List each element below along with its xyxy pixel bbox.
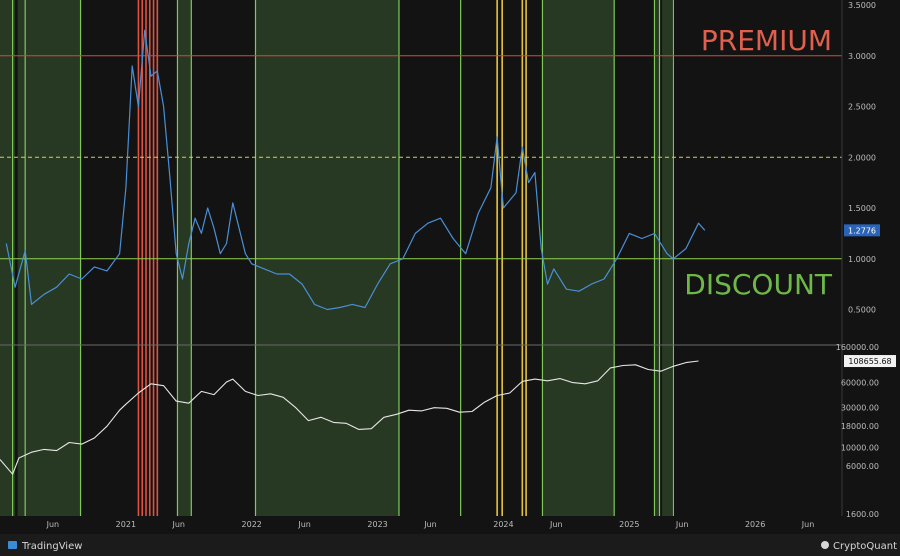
- top-y-tick-1: 3.0000: [848, 52, 876, 61]
- x-tick-5: 2023: [367, 520, 387, 529]
- x-axis-ticks: Jun 2021 Jun 2022 Jun 2023 Jun 2024 Jun 2025 Jun 20…: [46, 520, 815, 529]
- bottom-y-tick-2: 30000.00: [841, 404, 879, 413]
- premium-label: PREMIUM: [701, 24, 832, 57]
- premium-last-badge: [844, 224, 880, 237]
- x-tick-6: Jun: [423, 520, 437, 529]
- y-axis-ticks: 3.5000 3.0000 2.5000 2.0000 1.5000 1.0000 0.50…: [836, 1, 879, 519]
- x-tick-2: Jun: [171, 520, 185, 529]
- x-tick-0: Jun: [46, 520, 60, 529]
- green-zone-5: [654, 0, 660, 516]
- cryptoquant-brand: CryptoQuant: [833, 541, 897, 552]
- green-zone-3: [255, 0, 399, 516]
- cryptoquant-logo: CryptoQuant: [821, 541, 897, 552]
- premium-last-value: 1.2776: [848, 226, 876, 235]
- premium-index-line: [5, 29, 706, 311]
- zone-layer: [0, 0, 673, 516]
- bottom-y-tick-4: 10000.00: [841, 444, 879, 453]
- tradingview-brand: TradingView: [21, 541, 82, 552]
- btc-last-badge: [844, 355, 896, 368]
- footer-bar: [0, 534, 900, 556]
- x-tick-12: Jun: [801, 520, 815, 529]
- top-y-tick-0: 3.5000: [848, 1, 876, 10]
- x-tick-7: 2024: [493, 520, 513, 529]
- bottom-y-tick-3: 18000.00: [841, 422, 879, 431]
- btc-last-value: 108655.68: [848, 357, 891, 366]
- green-zone-0: [0, 0, 16, 516]
- green-zone-4: [542, 0, 615, 516]
- reference-lines: [0, 55, 842, 260]
- x-tick-11: 2026: [745, 520, 765, 529]
- series-layer: [0, 29, 706, 475]
- cryptoquant-icon: [821, 541, 829, 549]
- discount-label: DISCOUNT: [684, 268, 833, 301]
- last-value-badges: 1.2776 108655.68: [844, 224, 896, 368]
- top-y-tick-4: 1.5000: [848, 204, 876, 213]
- bottom-y-tick-6: 1600.00: [846, 510, 879, 519]
- tradingview-icon: [8, 541, 17, 549]
- x-tick-8: Jun: [549, 520, 563, 529]
- btc-price-line: [0, 360, 699, 475]
- bottom-y-tick-5: 6000.00: [846, 462, 879, 471]
- green-zone-6: [662, 0, 673, 516]
- tradingview-logo: TradingView: [8, 541, 82, 552]
- green-zone-1: [17, 0, 81, 516]
- x-tick-4: Jun: [297, 520, 311, 529]
- bottom-y-tick-1: 60000.00: [841, 379, 879, 388]
- top-y-tick-6: 0.5000: [848, 305, 876, 314]
- x-tick-1: 2021: [116, 520, 136, 529]
- top-y-tick-3: 2.0000: [848, 153, 876, 162]
- green-zone-2: [177, 0, 192, 516]
- x-tick-10: Jun: [675, 520, 689, 529]
- x-tick-9: 2025: [619, 520, 639, 529]
- bottom-y-tick-0: 160000.00: [836, 343, 879, 352]
- top-y-tick-5: 1.0000: [848, 255, 876, 264]
- top-y-tick-2: 2.5000: [848, 103, 876, 112]
- x-tick-3: 2022: [242, 520, 262, 529]
